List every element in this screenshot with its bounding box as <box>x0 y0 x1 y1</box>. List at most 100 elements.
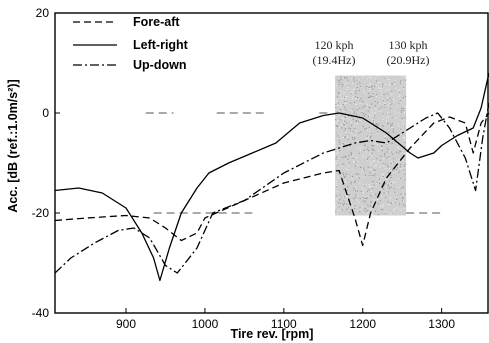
shade-dot <box>350 91 352 93</box>
shade-dot <box>338 115 340 117</box>
shade-dot <box>341 165 343 167</box>
shade-dot <box>374 85 376 87</box>
shade-dot <box>366 103 368 105</box>
shade-dot <box>403 194 405 196</box>
shade-dot <box>399 98 401 100</box>
shade-dot <box>361 111 363 113</box>
shade-dot <box>382 165 384 167</box>
shade-dot <box>342 84 344 86</box>
shade-dot <box>384 84 386 86</box>
shade-dot <box>346 79 348 81</box>
shade-dot <box>371 174 373 176</box>
shade-dot <box>337 102 339 104</box>
x-tick-label: 1100 <box>271 317 297 331</box>
shade-dot <box>373 145 375 147</box>
shade-dot <box>375 193 377 195</box>
shade-dot <box>343 156 345 158</box>
shade-dot <box>370 132 372 134</box>
shade-dot <box>335 156 337 158</box>
shade-dot <box>345 175 347 177</box>
shade-dot <box>353 76 355 78</box>
shade-dot <box>383 162 385 164</box>
shade-dot <box>369 155 371 157</box>
shade-dot <box>372 119 374 121</box>
shade-dot <box>360 208 362 210</box>
shade-dot <box>378 110 380 112</box>
shade-dot <box>351 133 353 135</box>
shade-dot <box>343 176 345 178</box>
shade-dot <box>404 79 406 81</box>
shade-dot <box>362 170 364 172</box>
shade-dot <box>368 84 370 86</box>
shade-dot <box>342 172 344 174</box>
shade-dot <box>368 157 370 159</box>
shade-dot <box>352 96 354 98</box>
shade-dot <box>387 178 389 180</box>
shade-dot <box>355 116 357 118</box>
shade-dot <box>345 95 347 97</box>
shade-dot <box>379 200 381 202</box>
shade-dot <box>377 203 379 205</box>
shade-dot <box>351 116 353 118</box>
shade-dot <box>390 163 392 165</box>
shade-dot <box>391 117 393 119</box>
shade-dot <box>362 76 364 78</box>
shade-dot <box>393 110 395 112</box>
shade-dot <box>400 82 402 84</box>
shade-dot <box>371 103 373 105</box>
series-line-fore-aft <box>54 112 489 247</box>
shade-dot <box>347 158 349 160</box>
shade-dot <box>373 199 375 201</box>
shade-dot <box>340 85 342 87</box>
x-tick-label: 900 <box>116 317 136 331</box>
shade-dot <box>341 98 343 100</box>
shade-dot <box>365 151 367 153</box>
shade-dot <box>369 114 371 116</box>
shade-dot <box>385 121 387 123</box>
shade-dot <box>362 90 364 92</box>
shade-dot <box>403 169 405 171</box>
shade-dot <box>341 164 343 166</box>
shade-dot <box>344 156 346 158</box>
shade-dot <box>397 112 399 114</box>
shade-dot <box>398 146 400 148</box>
shade-dot <box>354 182 356 184</box>
shade-dot <box>402 120 404 122</box>
shade-dot <box>390 143 392 145</box>
shade-dot <box>350 130 352 132</box>
shade-dot <box>388 186 390 188</box>
shade-dot <box>371 210 373 212</box>
shade-dot <box>352 131 354 133</box>
shade-dot <box>390 150 392 152</box>
shade-dot <box>391 122 393 124</box>
shade-dot <box>366 87 368 89</box>
shade-dot <box>392 201 394 203</box>
shade-dot <box>372 114 374 116</box>
shade-dot <box>384 211 386 213</box>
shade-dot <box>388 187 390 189</box>
shade-dot <box>352 118 354 120</box>
shade-dot <box>340 76 342 78</box>
shade-dot <box>337 122 339 124</box>
shade-dot <box>399 94 401 96</box>
shade-dot <box>369 133 371 135</box>
shade-dot <box>370 154 372 156</box>
shade-dot <box>404 167 406 169</box>
shade-dot <box>350 183 352 185</box>
shade-dot <box>367 147 369 149</box>
shade-dot <box>337 135 339 137</box>
x-tick-label: 1200 <box>349 317 376 331</box>
shade-dot <box>354 75 356 77</box>
shade-dot <box>336 210 338 212</box>
shade-dot <box>355 97 357 99</box>
shade-dot <box>348 84 350 86</box>
shade-dot <box>383 78 385 80</box>
shade-dot <box>338 126 340 128</box>
reference-lines <box>145 112 442 214</box>
shade-dot <box>350 154 352 156</box>
shade-dot <box>359 102 361 104</box>
shade-dot <box>352 98 354 100</box>
shade-dot <box>365 147 367 149</box>
shade-dot <box>404 193 406 195</box>
shade-dot <box>396 167 398 169</box>
